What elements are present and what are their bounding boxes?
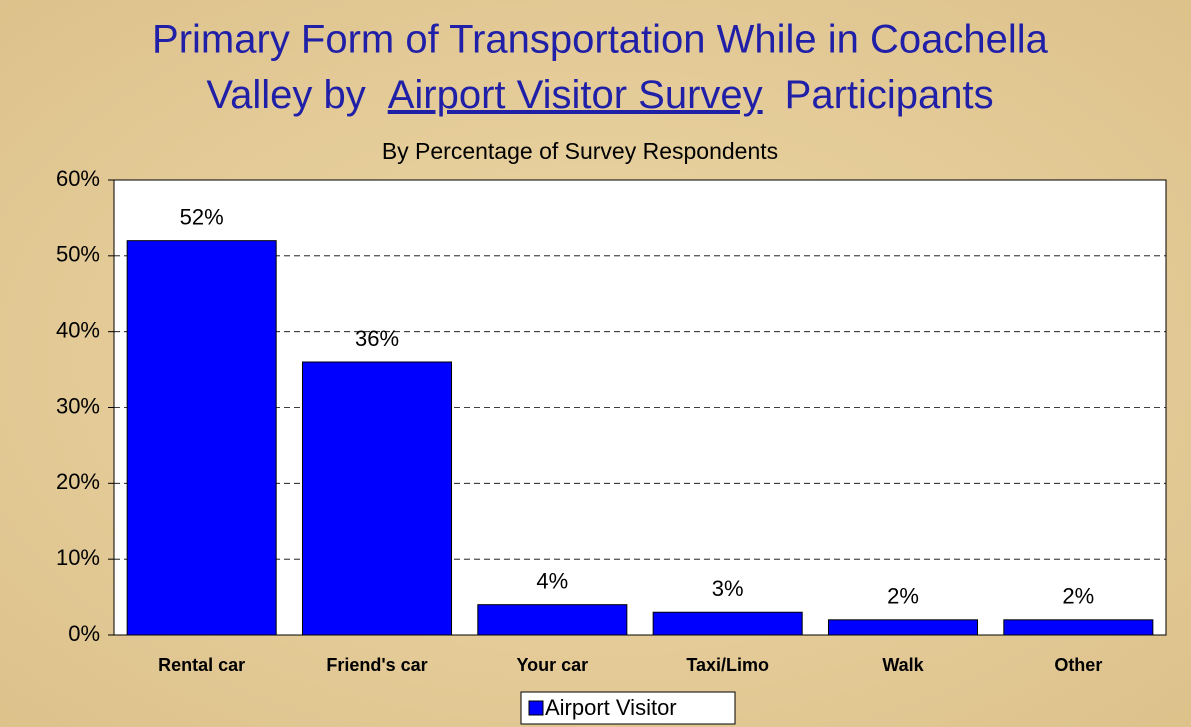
legend-box [520,691,736,725]
title-part: Participants [785,73,994,117]
data-label: 3% [712,576,744,601]
x-tick-label: Friend's car [326,655,427,675]
bar [1003,619,1154,636]
y-tick-label: 30% [56,393,100,418]
y-tick-label: 40% [56,317,100,342]
bar [652,611,803,636]
chart-title: Valley by Airport Visitor Survey Participa… [206,73,993,117]
bar [301,361,453,636]
bar [477,604,628,636]
data-label: 4% [536,568,568,593]
y-tick-label: 20% [56,469,100,494]
title-part: Airport Visitor Survey [388,73,763,117]
bar [126,240,277,636]
data-label: 36% [355,326,399,351]
chart-subtitle: By Percentage of Survey Respondents [382,138,778,164]
x-tick-label: Other [1054,655,1102,675]
x-tick-label: Rental car [158,655,245,675]
x-tick-label: Taxi/Limo [686,655,769,675]
legend-label: Airport Visitor [545,695,677,720]
legend-swatch [528,700,544,716]
y-tick-label: 50% [56,242,100,267]
chart-title: Primary Form of Transportation While in … [152,18,1049,62]
x-tick-label: Walk [882,655,924,675]
data-label: 52% [180,204,224,229]
title-part: Valley by [206,73,365,117]
data-label: 2% [1062,584,1094,609]
bar [827,619,979,636]
data-label: 2% [887,584,919,609]
y-tick-label: 10% [56,545,100,570]
x-tick-label: Your car [516,655,588,675]
y-tick-label: 60% [56,166,100,191]
y-tick-label: 0% [68,621,100,646]
